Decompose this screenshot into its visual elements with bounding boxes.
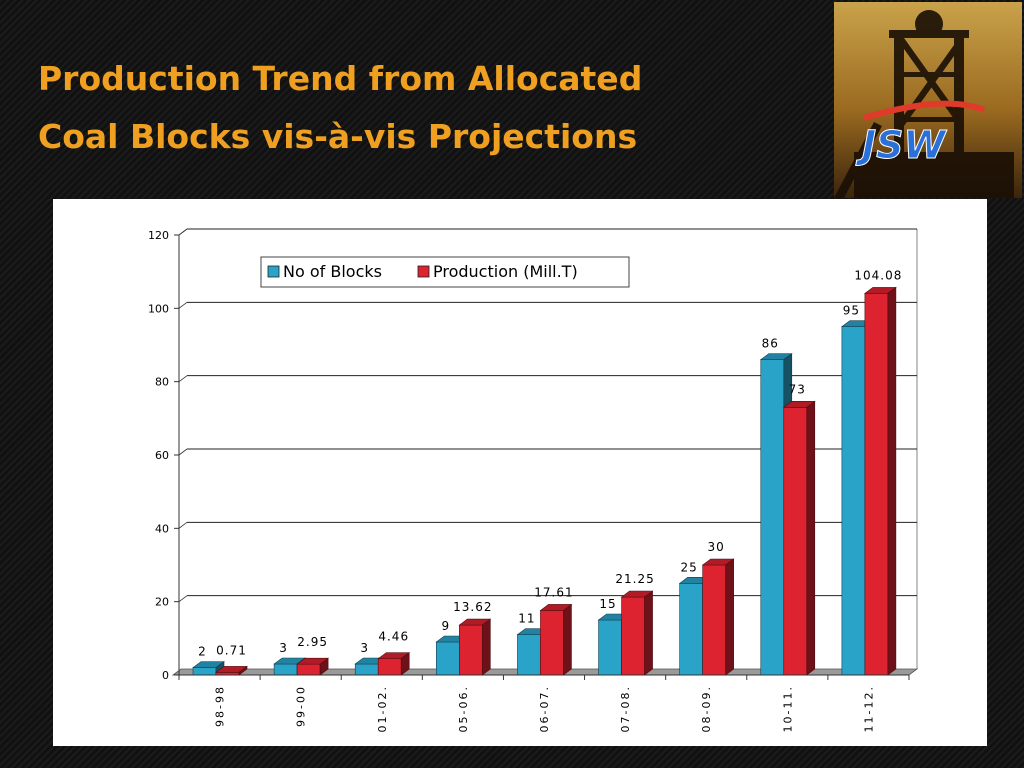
y-tick-label: 20 [155, 596, 169, 609]
logo-text: JSW [855, 123, 948, 167]
bar-production [783, 407, 808, 676]
bar-blocks [354, 663, 379, 676]
y-tick-label: 80 [155, 376, 169, 389]
x-tick-label: 11-12. [862, 685, 875, 732]
bar-production [296, 663, 321, 676]
slide-title-line2: Coal Blocks vis-à-vis Projections [38, 117, 638, 156]
bar-blocks [760, 359, 785, 676]
x-tick-label: 99-00 [295, 685, 308, 727]
gridline-diag [178, 375, 188, 382]
bar-production [377, 658, 402, 676]
data-label-blocks: 95 [843, 304, 860, 318]
bar-production-side [319, 657, 329, 676]
data-label-production: 2.95 [297, 635, 328, 649]
bar-production-side [482, 618, 491, 676]
data-label-production: 73 [789, 382, 806, 396]
x-tick-label: 08-09. [700, 685, 713, 732]
x-tick-label: 98-98 [214, 685, 227, 727]
bar-blocks [598, 619, 622, 676]
data-label-production: 30 [708, 540, 725, 554]
data-label-blocks: 15 [599, 597, 616, 611]
bar-production [540, 610, 564, 676]
legend-label-production: Production (Mill.T) [433, 262, 578, 281]
y-tick-label: 60 [155, 449, 169, 462]
data-label-blocks: 25 [681, 560, 698, 574]
bar-blocks [192, 667, 217, 676]
data-label-blocks: 2 [198, 645, 207, 659]
data-label-production: 0.71 [216, 643, 247, 657]
gridline-diag [178, 302, 188, 309]
bar-blocks [841, 326, 866, 676]
bar-production [864, 293, 889, 676]
bar-production-side [806, 400, 816, 676]
data-label-blocks: 86 [762, 337, 779, 351]
data-label-production: 104.08 [854, 268, 902, 282]
bar-blocks [517, 634, 541, 676]
data-label-blocks: 11 [518, 612, 535, 626]
mine-headframe-icon: JSW [834, 10, 1014, 198]
gridline-diag [178, 228, 188, 236]
bar-chart: 0 20 40 60 80 100 120 2 0.71 98-98 3 2.95 99-00 3 4.46… [148, 228, 919, 732]
x-tick-label: 05-06. [457, 685, 470, 732]
bar-production [459, 624, 483, 676]
legend-box [260, 256, 630, 288]
chart-container: 0 20 40 60 80 100 120 2 0.71 98-98 3 2.95 99-00 3 4.46… [53, 199, 987, 746]
bar-production-side [563, 603, 572, 676]
legend-swatch-blocks [267, 265, 280, 278]
legend-label-blocks: No of Blocks [283, 262, 382, 281]
y-tick-label: 120 [148, 229, 169, 242]
legend-swatch-production [417, 265, 430, 278]
x-tick-label: 06-07. [538, 685, 551, 732]
gridline-diag [178, 595, 188, 602]
data-label-production: 13.62 [453, 600, 492, 614]
bar-production [621, 596, 645, 676]
bar-blocks [273, 663, 298, 676]
bar-blocks [436, 641, 460, 676]
slide-title: Production Trend from Allocated Coal Blo… [38, 50, 818, 166]
slide-title-line1: Production Trend from Allocated [38, 59, 643, 98]
jsw-logo: JSW [834, 2, 1022, 198]
bar-production-side [887, 286, 897, 676]
x-tick-label: 10-11. [781, 685, 794, 732]
bar-blocks [679, 583, 703, 676]
x-tick-label: 07-08. [619, 685, 632, 732]
data-label-production: 17.61 [534, 585, 573, 599]
data-label-production: 21.25 [615, 572, 654, 586]
y-tick-label: 0 [162, 669, 169, 682]
bar-production-side [400, 652, 410, 676]
bar-production-side [725, 558, 734, 676]
gridline-diag [178, 522, 188, 529]
data-label-production: 4.46 [378, 630, 409, 644]
gridline-diag [178, 448, 188, 456]
bar-production-side [238, 665, 248, 676]
data-label-blocks: 3 [279, 641, 288, 655]
bar-production [702, 564, 726, 676]
bar-production-side [644, 590, 653, 676]
y-tick-label: 40 [155, 522, 169, 535]
data-label-blocks: 9 [442, 619, 451, 633]
data-label-blocks: 3 [360, 641, 369, 655]
y-tick-label: 100 [148, 302, 169, 315]
x-tick-label: 01-02. [376, 685, 389, 732]
